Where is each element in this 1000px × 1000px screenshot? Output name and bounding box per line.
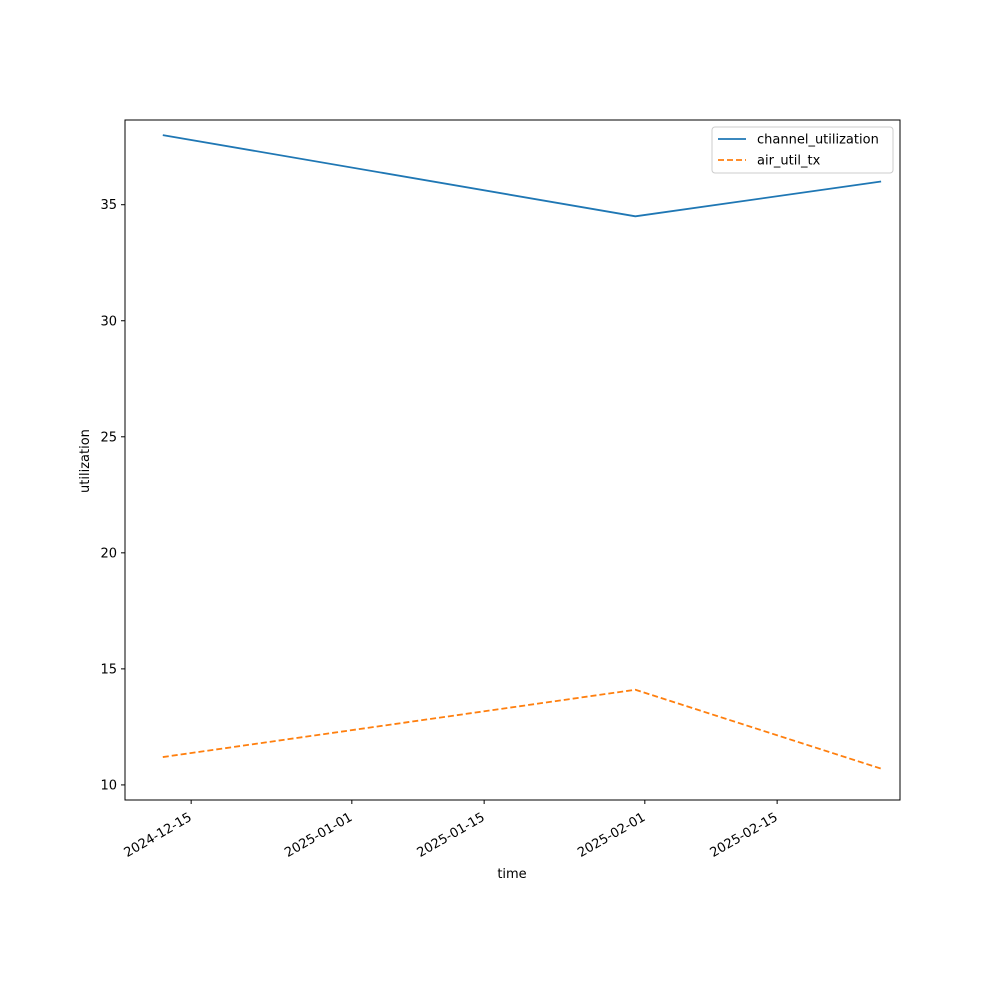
y-tick-label: 10 (100, 778, 117, 793)
legend-label-channel-utilization: channel_utilization (757, 133, 879, 148)
y-tick-label: 25 (100, 430, 117, 445)
plot-area-frame (124, 119, 901, 801)
legend-box (711, 126, 894, 174)
legend-label-air-util-tx: air_util_tx (757, 154, 821, 169)
y-tick-label: 20 (100, 546, 117, 561)
series-layer (162, 134, 882, 770)
y-tick-label: 30 (100, 314, 117, 329)
y-tick-label: 15 (100, 662, 117, 677)
y-axis-title: utilization (78, 429, 93, 493)
series-line-channel-utilization (162, 134, 882, 218)
y-axis: 10 15 20 25 30 35 (100, 198, 125, 793)
legend: channel_utilization air_util_tx (711, 126, 894, 174)
y-tick-label: 35 (100, 198, 117, 213)
series-line-air-util-tx (162, 688, 882, 770)
x-axis-title: time (497, 867, 526, 882)
